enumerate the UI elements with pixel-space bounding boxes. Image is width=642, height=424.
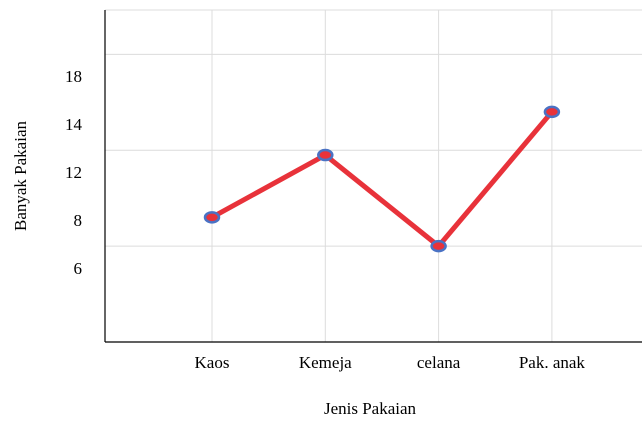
x-tick-label: Kemeja [299,353,352,372]
y-tick-label: 12 [65,163,82,182]
x-tick-label: celana [417,353,461,372]
data-point [430,239,447,253]
x-axis-label: Jenis Pakaian [324,399,417,418]
y-axis-label: Banyak Pakaian [11,121,30,231]
y-tick-label: 6 [74,259,83,278]
data-point [203,211,221,224]
y-tick-label: 8 [74,211,83,230]
y-tick-label: 18 [65,67,82,86]
data-point [543,105,561,119]
data-line [209,109,555,249]
x-tick-label: Kaos [195,353,230,372]
y-tick-label: 14 [65,115,83,134]
data-point [317,148,334,162]
x-tick-label: Pak. anak [519,353,586,372]
